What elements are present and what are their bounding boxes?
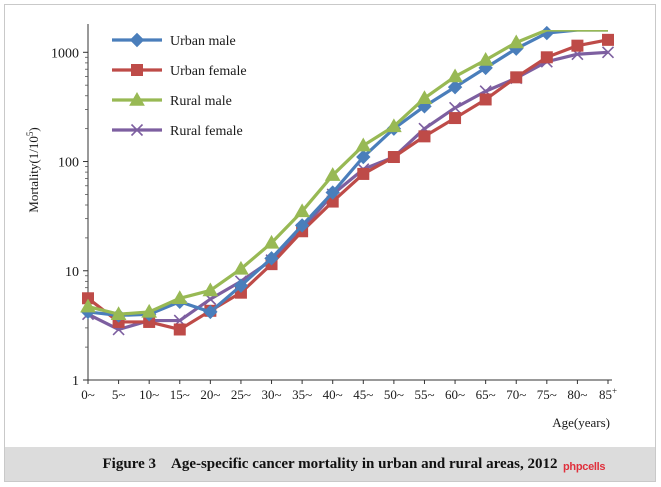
x-axis-title: Age(years) [552,415,610,430]
data-point [294,218,310,233]
data-point [325,185,340,200]
x-tick-label: 70~ [506,387,526,402]
series-line-urban-female [88,38,609,332]
y-tick-label: 100 [58,156,79,171]
data-point [141,303,158,318]
x-tick-label: 35~ [292,387,312,402]
x-tick-label: 30~ [262,387,282,402]
legend-marker [131,64,143,76]
data-point [601,46,615,59]
y-axis-title: Mortality(1/105) [25,127,41,212]
watermark-logo: phpcells [563,461,606,473]
series-line-rural-female [88,50,609,332]
figure-frame [4,4,656,482]
data-point [540,51,553,64]
data-point [264,251,279,266]
x-tick-label: 45~ [353,387,373,402]
data-point [602,33,614,46]
data-point [448,101,462,114]
figure-caption: Figure 3 Age-specific cancer mortality i… [5,447,655,481]
x-tick-label: 5~ [112,387,126,402]
data-point [324,167,341,181]
data-point [110,306,127,320]
data-point [571,39,584,52]
data-point [418,130,431,143]
legend-marker [130,123,144,137]
data-point [386,118,402,133]
series-line-rural-male [88,30,608,316]
x-tick-label: 50~ [384,387,404,402]
data-point [202,282,219,297]
data-point [233,278,249,293]
data-point [416,90,433,104]
data-point [510,71,523,84]
legend-label: Urban female [170,64,247,79]
series-line-urban-male [88,30,608,318]
data-point [80,298,96,313]
data-point [355,137,372,152]
data-point [477,51,494,66]
data-point [203,304,218,320]
x-tick-label: 80~ [567,387,587,402]
legend-marker [129,91,145,106]
x-tick-label: 25~ [231,387,251,402]
x-tick-label: 0~ [81,387,95,402]
data-point [387,151,400,164]
data-point [294,203,310,218]
data-point [263,234,280,249]
data-point [479,93,492,106]
data-point [173,323,186,336]
data-point [233,260,249,275]
x-tick-label: 60~ [445,387,465,402]
x-tick-label: 40~ [323,387,343,402]
data-point [508,34,525,49]
data-point [447,79,463,95]
x-tick-label: 15~ [170,387,190,402]
data-point [449,112,462,125]
data-point [357,167,370,180]
legend-marker [129,32,145,48]
x-tick-label: 75~ [537,387,557,402]
x-tick-label: 20~ [200,387,220,402]
x-tick-label: 85+ [599,386,617,402]
legend-label: Rural male [170,94,232,109]
data-point [447,68,463,83]
y-tick-label: 1 [72,374,79,389]
data-point [356,149,371,165]
y-tick-label: 10 [65,265,79,280]
data-point [171,290,188,305]
y-tick-label: 1000 [51,46,79,61]
x-tick-label: 10~ [139,387,159,402]
legend-label: Urban male [170,34,236,49]
legend-label: Rural female [170,124,243,139]
x-tick-label: 55~ [414,387,434,402]
x-tick-label: 65~ [476,387,496,402]
